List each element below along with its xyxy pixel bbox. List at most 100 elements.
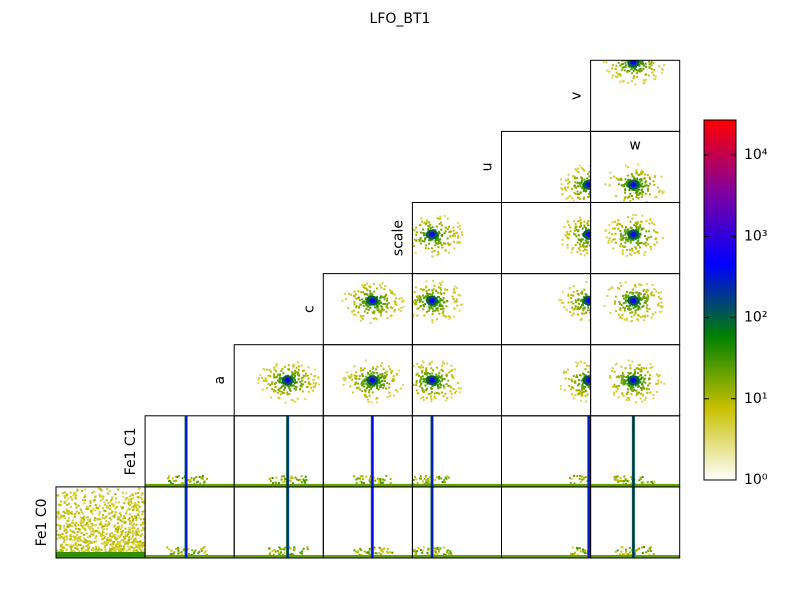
texture [203,546,206,549]
texture [448,230,451,233]
texture [580,393,583,396]
texture [637,307,640,310]
texture [394,297,397,300]
texture [419,366,422,369]
texture [630,393,633,396]
texture [356,477,359,480]
texture [295,366,298,369]
texture [439,380,442,383]
texture [60,536,63,539]
texture [588,415,590,487]
texture [106,528,109,531]
texture [132,542,135,545]
texture [595,311,597,313]
texture [142,544,145,547]
texture [588,364,591,367]
texture [375,318,378,321]
texture [575,225,578,228]
texture [368,391,371,394]
texture [58,537,61,540]
texture [437,246,440,249]
texture [391,306,394,309]
texture [567,221,570,224]
texture [639,242,642,245]
texture [455,300,458,303]
texture [388,368,391,371]
texture [620,201,623,203]
texture [417,297,420,300]
texture [613,383,616,386]
texture [86,545,89,548]
texture [431,280,434,283]
texture [637,294,640,297]
texture [422,232,425,235]
texture [376,371,379,374]
texture [371,384,374,387]
texture [63,530,66,533]
texture [595,367,597,369]
texture [598,222,600,224]
texture [111,536,114,539]
texture [424,384,427,387]
texture [105,515,108,518]
texture [98,518,101,521]
texture [280,386,283,389]
texture [608,237,611,240]
texture [625,291,628,294]
texture [344,378,347,381]
texture [621,225,624,228]
texture [121,524,124,527]
texture [59,503,62,506]
texture [121,550,124,553]
texture [605,307,607,309]
texture [620,303,623,306]
texture [381,373,384,376]
texture [424,371,427,374]
texture [587,241,590,244]
texture [111,540,114,543]
texture [620,242,623,245]
texture [626,375,629,378]
texture [416,550,419,553]
texture [141,545,144,548]
texture [639,302,642,305]
texture [365,395,368,398]
texture [114,530,117,533]
texture [69,538,72,541]
texture [631,288,634,291]
texture [132,497,135,500]
texture [448,371,451,374]
texture [379,284,382,287]
texture [571,306,574,309]
texture [593,551,595,553]
texture [655,237,658,240]
texture [428,373,431,376]
texture [86,508,89,511]
texture [637,381,640,384]
texture [97,546,100,549]
texture [592,184,594,186]
texture [428,482,431,485]
texture [595,253,597,255]
texture [189,480,192,483]
texture [360,303,363,306]
texture [629,372,632,375]
texture [419,475,422,478]
texture [447,552,450,555]
texture [362,368,365,371]
texture [412,483,502,487]
texture [135,545,138,548]
texture [114,507,117,510]
texture [193,552,196,555]
texture [365,382,368,385]
texture [628,384,631,387]
texture [376,396,379,399]
texture [563,225,566,228]
texture [375,287,378,290]
texture [370,388,373,391]
texture [585,249,588,252]
texture [630,298,637,304]
texture [269,375,272,378]
texture [107,512,110,515]
texture [584,385,587,388]
